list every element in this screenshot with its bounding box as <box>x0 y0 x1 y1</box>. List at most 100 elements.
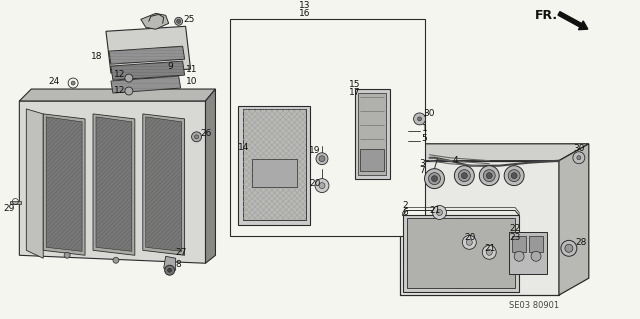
Bar <box>509 232 547 274</box>
Text: 20: 20 <box>465 233 476 242</box>
Circle shape <box>511 173 517 179</box>
Text: 7: 7 <box>420 166 426 175</box>
Text: 30: 30 <box>424 109 435 118</box>
Text: 24: 24 <box>48 77 60 85</box>
Text: 10: 10 <box>186 77 197 85</box>
Polygon shape <box>164 256 175 270</box>
Text: 20: 20 <box>309 179 321 188</box>
Polygon shape <box>19 101 205 263</box>
Polygon shape <box>46 117 82 251</box>
Text: 23: 23 <box>509 233 520 242</box>
Text: 12: 12 <box>114 85 125 94</box>
Bar <box>358 93 386 174</box>
Text: 26: 26 <box>200 129 212 138</box>
Text: 28: 28 <box>575 238 586 247</box>
Circle shape <box>486 173 492 179</box>
Circle shape <box>319 156 325 162</box>
Polygon shape <box>106 26 191 73</box>
Circle shape <box>417 117 422 121</box>
Circle shape <box>413 113 426 125</box>
Text: SE03 80901: SE03 80901 <box>509 301 559 310</box>
Text: 17: 17 <box>349 87 360 97</box>
Circle shape <box>483 170 495 182</box>
Circle shape <box>462 235 476 249</box>
Polygon shape <box>243 109 306 220</box>
Circle shape <box>483 245 496 259</box>
Text: 18: 18 <box>91 52 102 61</box>
Text: 30: 30 <box>573 144 584 153</box>
Text: 29: 29 <box>3 204 15 213</box>
Polygon shape <box>559 144 589 295</box>
Polygon shape <box>146 117 182 251</box>
Polygon shape <box>399 144 589 161</box>
Bar <box>230 19 424 236</box>
Text: 21: 21 <box>429 206 441 215</box>
Polygon shape <box>355 89 390 179</box>
Circle shape <box>177 19 180 23</box>
Polygon shape <box>399 161 559 295</box>
Circle shape <box>191 132 202 142</box>
Polygon shape <box>44 114 85 255</box>
Circle shape <box>433 205 447 219</box>
Text: 27: 27 <box>175 248 187 257</box>
Circle shape <box>514 251 524 261</box>
Text: 25: 25 <box>184 15 195 24</box>
Text: 19: 19 <box>309 146 321 155</box>
Bar <box>512 236 526 252</box>
Polygon shape <box>26 109 44 258</box>
FancyArrow shape <box>558 11 588 30</box>
Circle shape <box>64 252 70 258</box>
Circle shape <box>486 249 492 255</box>
Circle shape <box>113 257 119 263</box>
Text: 1: 1 <box>422 124 428 133</box>
Circle shape <box>454 166 474 186</box>
Polygon shape <box>141 13 169 29</box>
Text: 12: 12 <box>114 70 125 78</box>
Polygon shape <box>109 46 184 64</box>
Circle shape <box>431 176 438 182</box>
Polygon shape <box>111 61 184 80</box>
Polygon shape <box>143 114 184 255</box>
Circle shape <box>467 239 472 245</box>
Circle shape <box>429 173 440 185</box>
Text: 5: 5 <box>422 134 428 143</box>
Text: 14: 14 <box>238 143 250 152</box>
Bar <box>360 149 384 171</box>
Circle shape <box>436 210 442 215</box>
Circle shape <box>319 182 325 189</box>
Text: 4: 4 <box>452 156 458 165</box>
Text: 2: 2 <box>403 201 408 210</box>
Polygon shape <box>111 76 180 93</box>
Circle shape <box>508 170 520 182</box>
Polygon shape <box>96 117 132 251</box>
Text: 9: 9 <box>168 62 173 70</box>
Circle shape <box>424 169 444 189</box>
Text: 21: 21 <box>484 244 495 253</box>
Circle shape <box>125 74 133 82</box>
Circle shape <box>561 240 577 256</box>
Circle shape <box>531 251 541 261</box>
Circle shape <box>461 173 467 179</box>
Text: 8: 8 <box>175 260 181 269</box>
Text: 13: 13 <box>300 1 311 10</box>
Polygon shape <box>406 219 515 288</box>
Circle shape <box>175 17 182 25</box>
Circle shape <box>168 268 172 272</box>
Circle shape <box>573 152 585 164</box>
Polygon shape <box>10 201 21 204</box>
Text: 15: 15 <box>349 79 360 89</box>
Circle shape <box>195 135 198 139</box>
Polygon shape <box>19 89 216 101</box>
Text: 22: 22 <box>509 224 520 233</box>
Circle shape <box>504 166 524 186</box>
Circle shape <box>315 179 329 193</box>
Circle shape <box>458 170 470 182</box>
Text: 3: 3 <box>420 159 426 168</box>
Circle shape <box>164 265 175 275</box>
Bar <box>529 236 543 252</box>
Circle shape <box>71 81 75 85</box>
Circle shape <box>577 156 581 160</box>
Circle shape <box>565 244 573 252</box>
Text: 11: 11 <box>186 65 197 74</box>
Text: 6: 6 <box>403 208 408 217</box>
